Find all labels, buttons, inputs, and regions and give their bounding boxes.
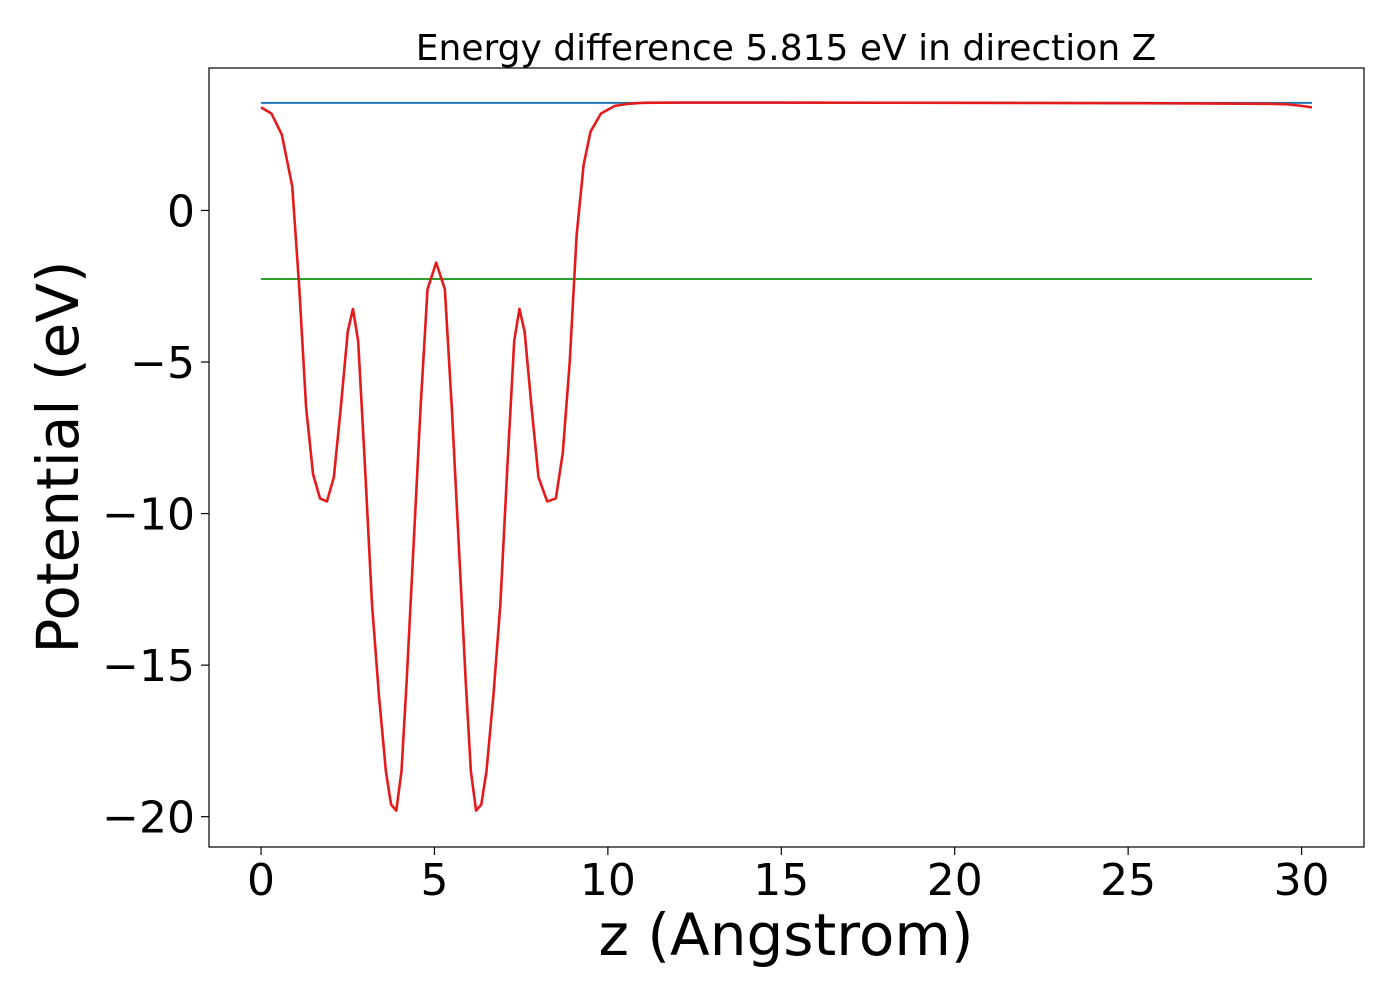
y-tick-label: −20 <box>102 793 195 844</box>
y-axis: 0 −5 −10 −15 −20 <box>102 186 209 844</box>
y-tick-label: −10 <box>102 490 195 541</box>
x-axis: 0 5 10 15 20 25 30 <box>247 847 1330 906</box>
x-tick-label: 15 <box>753 855 809 906</box>
x-tick-label: 5 <box>420 855 448 906</box>
x-tick-label: 10 <box>580 855 636 906</box>
y-axis-label: Potential (eV) <box>24 260 92 653</box>
x-axis-label: z (Angstrom) <box>599 901 974 969</box>
plot-frame <box>208 67 1365 848</box>
x-tick-label: 20 <box>927 855 983 906</box>
y-tick-label: −15 <box>102 641 195 692</box>
y-tick-label: 0 <box>167 186 195 237</box>
plot-area <box>260 101 1313 812</box>
x-tick-label: 0 <box>247 855 275 906</box>
chart-title: Energy difference 5.815 eV in direction … <box>416 28 1157 69</box>
x-tick-label: 25 <box>1100 855 1156 906</box>
series-line-3 <box>260 101 1313 812</box>
y-tick-label: −5 <box>130 338 195 389</box>
x-tick-label: 30 <box>1274 855 1330 906</box>
